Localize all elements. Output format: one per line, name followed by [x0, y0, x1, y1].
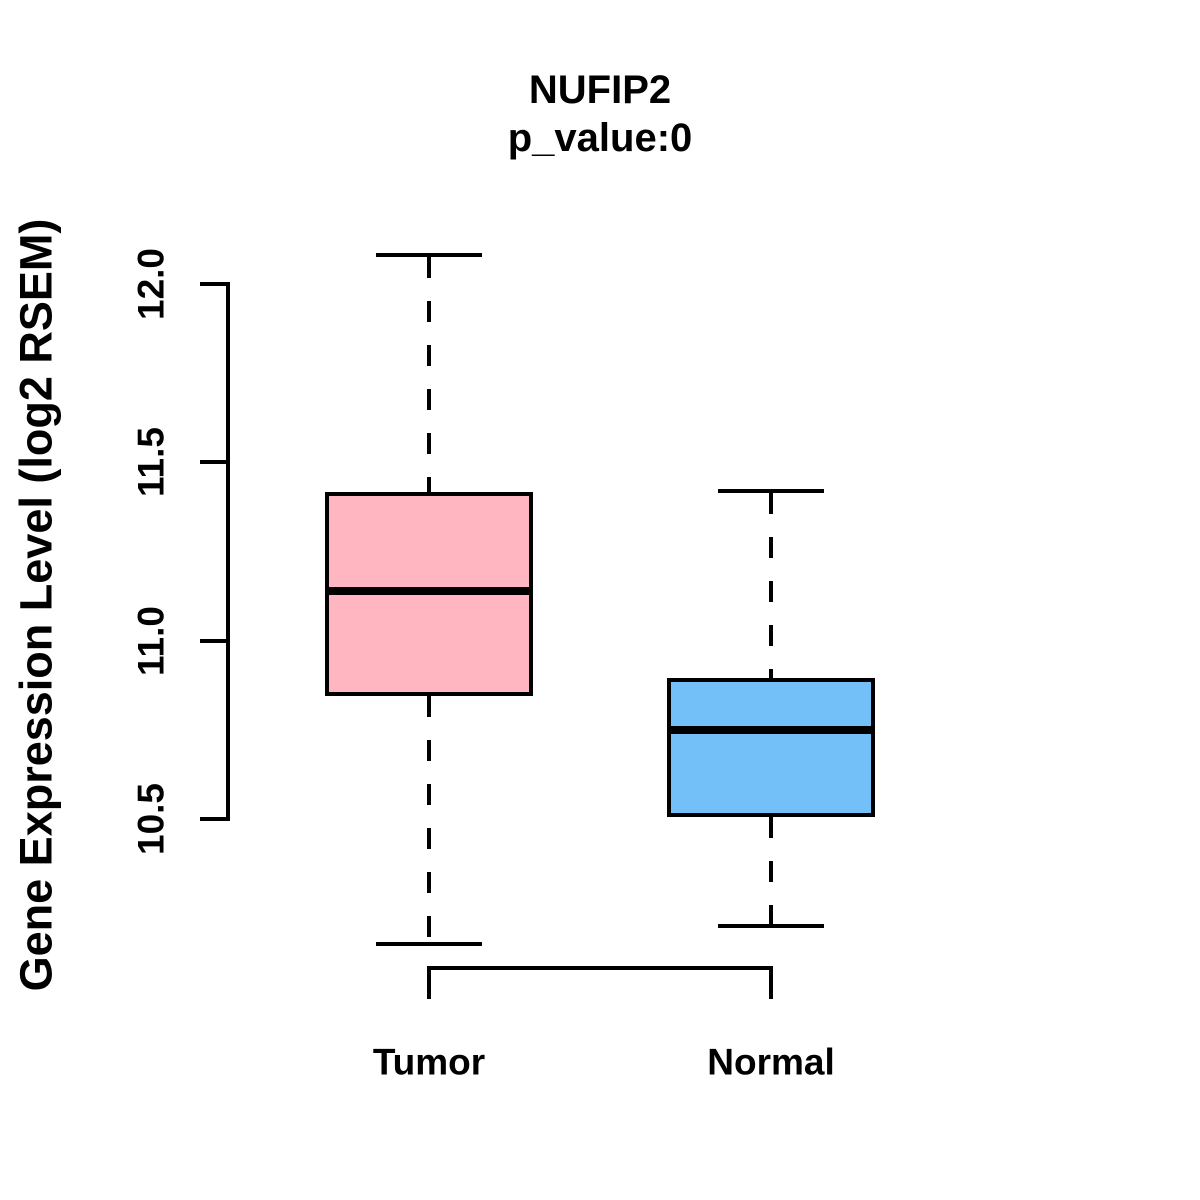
- chart-title: NUFIP2: [528, 68, 672, 112]
- x-axis-line: [427, 966, 773, 970]
- y-tick-label: 11.5: [130, 427, 172, 498]
- tumor-median-line: [325, 586, 533, 595]
- normal-lower-whisker-cap: [718, 924, 824, 928]
- y-axis-tick: [200, 460, 230, 465]
- x-category-label-tumor: Tumor: [372, 1041, 486, 1083]
- normal-upper-whisker-line: [769, 492, 773, 678]
- chart-subtitle: p_value:0: [507, 116, 693, 160]
- tumor-upper-whisker-line: [427, 257, 431, 493]
- y-axis-tick: [200, 282, 230, 286]
- tumor-upper-whisker-cap: [376, 253, 482, 258]
- normal-median-line: [667, 725, 875, 734]
- y-axis-tick: [200, 817, 230, 821]
- tumor-lower-whisker-cap: [376, 941, 482, 946]
- y-axis-line: [226, 282, 230, 821]
- x-axis-tick-left: [427, 966, 431, 999]
- normal-upper-whisker-cap: [718, 488, 824, 493]
- normal-lower-whisker-line: [769, 817, 773, 924]
- normal-box: [667, 677, 875, 818]
- y-axis-tick: [200, 638, 230, 643]
- y-tick-label: 11.0: [130, 605, 172, 676]
- y-tick-label: 10.5: [130, 782, 172, 856]
- x-axis-tick-right: [769, 966, 773, 999]
- y-tick-label: 12.0: [130, 247, 172, 321]
- tumor-lower-whisker-line: [427, 696, 431, 942]
- x-category-label-normal: Normal: [707, 1041, 835, 1083]
- y-axis-title: Gene Expression Level (log2 RSEM): [10, 218, 62, 992]
